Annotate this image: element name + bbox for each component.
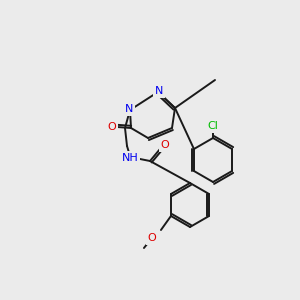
Text: N: N <box>125 104 133 114</box>
Text: N: N <box>155 86 163 96</box>
Text: O: O <box>148 233 156 243</box>
Text: NH: NH <box>122 153 139 163</box>
Text: O: O <box>108 122 116 132</box>
Text: O: O <box>160 140 169 150</box>
Text: Cl: Cl <box>208 121 218 131</box>
